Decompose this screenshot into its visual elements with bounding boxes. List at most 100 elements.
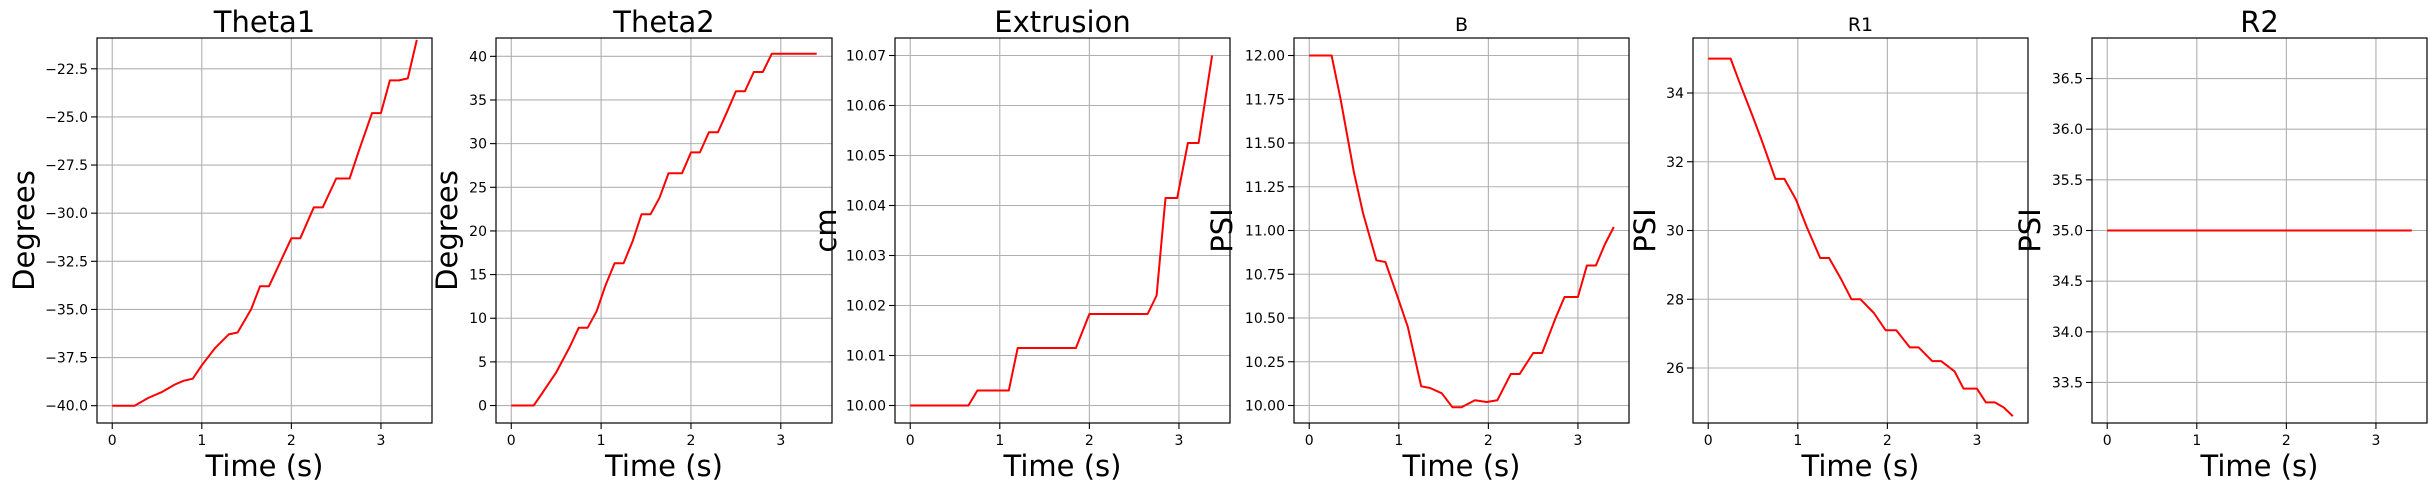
- y-tick-label: 12.00: [1245, 49, 1285, 65]
- y-axis-label: cm: [809, 208, 843, 252]
- x-tick-label: 0: [1305, 433, 1314, 449]
- x-tick-label: 2: [1883, 433, 1892, 449]
- y-tick-label: 10.50: [1245, 311, 1285, 327]
- x-axis-label: Time (s): [205, 449, 324, 483]
- y-tick-label: 34.5: [2052, 274, 2083, 290]
- x-tick-label: 3: [376, 433, 385, 449]
- y-tick-label: 10.02: [846, 299, 886, 315]
- y-tick-label: 33.5: [2052, 375, 2083, 391]
- y-tick-label: 25: [469, 180, 487, 196]
- x-tick-label: 0: [108, 433, 117, 449]
- x-tick-label: 1: [597, 433, 606, 449]
- y-tick-label: 11.75: [1245, 92, 1285, 108]
- y-tick-label: 10: [469, 311, 487, 327]
- x-tick-label: 2: [1484, 433, 1493, 449]
- chart-title: Extrusion: [994, 5, 1130, 39]
- y-axis-label: Degrees: [430, 170, 464, 291]
- x-tick-label: 0: [2103, 433, 2112, 449]
- y-tick-label: −37.5: [45, 351, 88, 367]
- y-tick-label: −30.0: [45, 206, 88, 222]
- y-tick-label: 5: [478, 355, 487, 371]
- plot-frame: [894, 37, 1231, 424]
- y-tick-label: 30: [1666, 224, 1684, 240]
- x-tick-label: 2: [287, 433, 296, 449]
- series-line: [1309, 54, 1615, 409]
- x-tick-label: 2: [2282, 433, 2291, 449]
- y-axis-label: Degrees: [7, 170, 41, 291]
- y-tick-label: 35: [469, 93, 487, 109]
- y-tick-label: 34: [1666, 86, 1684, 102]
- y-tick-label: 26: [1666, 361, 1684, 377]
- y-tick-label: 10.03: [846, 249, 886, 265]
- x-tick-label: 3: [1174, 433, 1183, 449]
- x-tick-label: 3: [1573, 433, 1582, 449]
- chart-title: R2: [2240, 5, 2279, 39]
- subplot-1: 0 1 2 3 −40.0 −37.5 −35.0 −32.5 −30.0 −27.5 −25.0 −…: [7, 5, 433, 483]
- y-tick-label: 36.0: [2052, 122, 2083, 138]
- y-tick-label: 40: [469, 49, 487, 65]
- x-axis-label: Time (s): [2200, 449, 2319, 483]
- x-tick-label: 1: [1394, 433, 1403, 449]
- chart-title: B: [1455, 14, 1468, 36]
- series-line: [1708, 57, 2014, 417]
- x-axis-label: Time (s): [1003, 449, 1122, 483]
- x-axis-label: Time (s): [1801, 449, 1920, 483]
- subplot-5: 0 1 2 3 26 28 30 32 34 R1 Time (s) PSI: [1628, 14, 2029, 483]
- y-tick-label: 36.5: [2052, 72, 2083, 88]
- y-tick-label: −32.5: [45, 254, 88, 270]
- y-tick-label: 11.50: [1245, 136, 1285, 152]
- x-tick-label: 0: [507, 433, 516, 449]
- chart-title: Theta2: [612, 5, 715, 39]
- y-tick-label: −40.0: [45, 399, 88, 415]
- y-tick-label: 10.25: [1245, 355, 1285, 371]
- y-tick-label: 32: [1666, 155, 1684, 171]
- y-tick-label: 30: [469, 137, 487, 153]
- x-tick-label: 3: [776, 433, 785, 449]
- x-tick-label: 3: [1972, 433, 1981, 449]
- x-tick-label: 2: [686, 433, 695, 449]
- plot-frame: [96, 37, 433, 424]
- y-tick-label: 35.0: [2052, 224, 2083, 240]
- y-tick-label: 10.00: [846, 399, 886, 415]
- x-tick-label: 3: [2371, 433, 2380, 449]
- chart-title: Theta1: [213, 5, 316, 39]
- x-tick-label: 1: [1793, 433, 1802, 449]
- y-tick-label: 15: [469, 268, 487, 284]
- y-tick-label: 10.04: [846, 199, 886, 215]
- y-tick-label: −22.5: [45, 62, 88, 78]
- x-tick-label: 1: [995, 433, 1004, 449]
- x-tick-label: 0: [1704, 433, 1713, 449]
- x-tick-label: 1: [197, 433, 206, 449]
- y-tick-label: 10.07: [846, 49, 886, 65]
- x-axis-label: Time (s): [1402, 449, 1521, 483]
- x-tick-label: 0: [906, 433, 915, 449]
- y-tick-label: 34.0: [2052, 325, 2083, 341]
- y-tick-label: −27.5: [45, 158, 88, 174]
- y-tick-label: 10.01: [846, 349, 886, 365]
- y-tick-label: 10.05: [846, 149, 886, 165]
- x-tick-label: 2: [1085, 433, 1094, 449]
- y-tick-label: 10.00: [1245, 399, 1285, 415]
- chart-title: R1: [1848, 14, 1873, 36]
- y-axis-label: PSI: [1205, 208, 1239, 252]
- y-axis-label: PSI: [1628, 208, 1662, 252]
- y-tick-label: 28: [1666, 292, 1684, 308]
- y-tick-label: 35.5: [2052, 173, 2083, 189]
- subplot-3: 0 1 2 3 10.00 10.01 10.02 10.03 10.04 10.05 10.06 1…: [809, 5, 1231, 483]
- y-tick-label: 11.00: [1245, 224, 1285, 240]
- y-tick-label: 11.25: [1245, 180, 1285, 196]
- y-tick-label: 10.06: [846, 99, 886, 115]
- series-line: [112, 39, 418, 407]
- y-tick-label: 20: [469, 224, 487, 240]
- y-tick-label: −25.0: [45, 110, 88, 126]
- subplot-4: 0 1 2 3 10.00 10.25 10.50 10.75 11.00 11.25 11.50 1…: [1205, 14, 1630, 483]
- x-axis-label: Time (s): [604, 449, 723, 483]
- y-tick-label: −35.0: [45, 302, 88, 318]
- series-line: [511, 52, 817, 407]
- y-axis-label: PSI: [2013, 208, 2047, 252]
- y-tick-label: 10.75: [1245, 267, 1285, 283]
- subplot-6: 0 1 2 3 33.5 34.0 34.5 35.0 35.5 36.0 36.5 R2 Time (…: [2013, 5, 2428, 483]
- x-tick-label: 1: [2192, 433, 2201, 449]
